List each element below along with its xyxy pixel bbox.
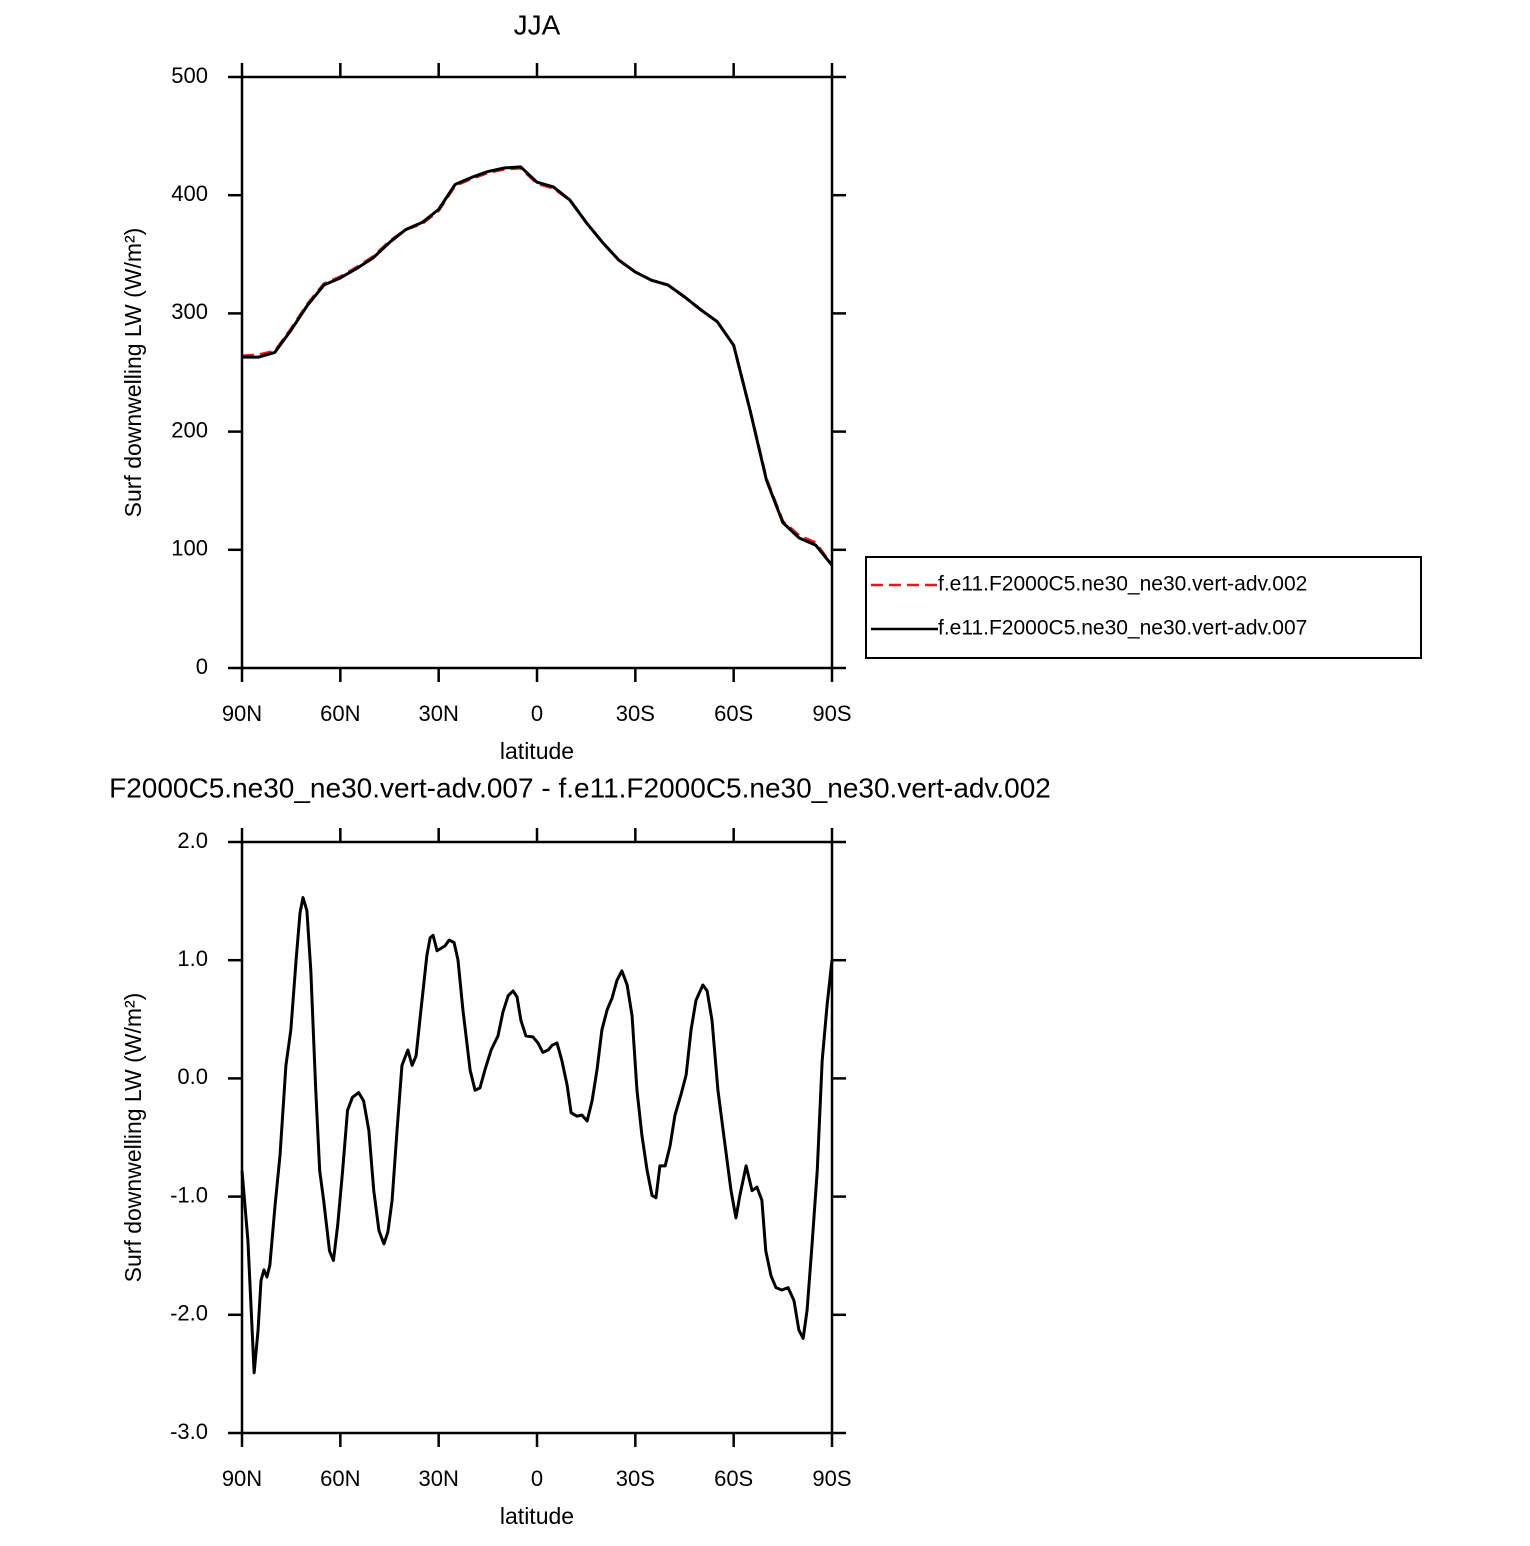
legend-box <box>865 556 1422 659</box>
x-tick-label: 90N <box>222 1466 262 1491</box>
x-axis-label: latitude <box>500 738 574 764</box>
x-tick-label: 30N <box>418 1466 458 1491</box>
legend-label: f.e11.F2000C5.ne30_ne30.vert-adv.002 <box>938 573 1307 596</box>
x-tick-label: 90N <box>222 701 262 726</box>
legend-label: f.e11.F2000C5.ne30_ne30.vert-adv.007 <box>938 617 1307 640</box>
x-tick-label: 60S <box>714 701 753 726</box>
y-axis-label: Surf downwelling LW (W/m²) <box>120 228 146 518</box>
y-tick-label: -2.0 <box>170 1301 208 1326</box>
x-tick-label: 60N <box>320 1466 360 1491</box>
data-line <box>240 896 834 1375</box>
y-tick-label: 0 <box>196 654 208 679</box>
y-tick-label: -1.0 <box>170 1182 208 1207</box>
x-tick-label: 60S <box>714 1466 753 1491</box>
y-axis-label: Surf downwelling LW (W/m²) <box>120 993 146 1283</box>
chart-title: JJA <box>514 9 561 40</box>
x-tick-label: 90S <box>812 701 851 726</box>
x-tick-label: 0 <box>531 1466 543 1491</box>
plot-frame <box>240 840 834 1435</box>
data-line <box>241 166 834 567</box>
data-line <box>242 165 834 567</box>
y-tick-label: -3.0 <box>170 1419 208 1444</box>
x-axis-label: latitude <box>500 1503 574 1529</box>
x-tick-label: 30S <box>616 701 655 726</box>
x-tick-label: 30N <box>418 701 458 726</box>
x-tick-label: 90S <box>812 1466 851 1491</box>
y-tick-label: 300 <box>171 299 208 324</box>
plot-frame <box>240 75 834 670</box>
x-tick-label: 30S <box>616 1466 655 1491</box>
y-tick-label: 400 <box>171 181 208 206</box>
y-tick-label: 200 <box>171 417 208 442</box>
y-tick-label: 500 <box>171 63 208 88</box>
chart-title: F2000C5.ne30_ne30.vert-adv.007 - f.e11.F… <box>109 772 1051 803</box>
y-tick-label: 1.0 <box>177 946 208 971</box>
y-tick-label: 0.0 <box>177 1064 208 1089</box>
x-tick-label: 0 <box>531 701 543 726</box>
y-tick-label: 2.0 <box>177 828 208 853</box>
x-tick-label: 60N <box>320 701 360 726</box>
y-tick-label: 100 <box>171 536 208 561</box>
